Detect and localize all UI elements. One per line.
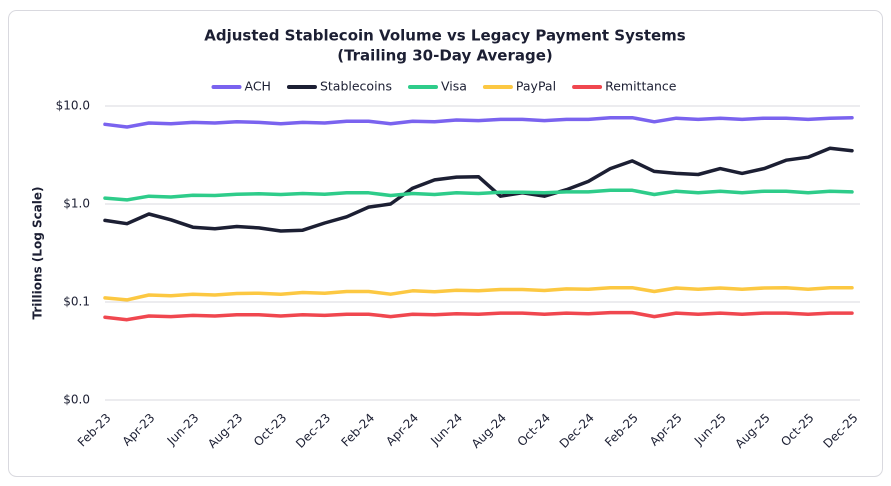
chart-subtitle: (Trailing 30-Day Average) (337, 47, 553, 65)
y-tick-label: $0.1 (63, 295, 90, 309)
series-line (103, 188, 854, 202)
card (8, 10, 883, 477)
y-tick-label: $1.0 (63, 197, 90, 211)
y-axis-label: Trillions (Log Scale) (31, 186, 45, 319)
legend-label: PayPal (516, 79, 556, 94)
series-line (103, 310, 854, 322)
legend-label: Visa (441, 79, 467, 94)
y-tick-label: $0.0 (63, 393, 90, 407)
legend-label: Remittance (605, 79, 677, 94)
y-tick-label: $10.0 (56, 99, 90, 113)
legend-label: Stablecoins (320, 79, 392, 94)
series-line (103, 285, 854, 302)
legend-label: ACH (245, 79, 271, 94)
series-line (103, 146, 854, 233)
chart-title: Adjusted Stablecoin Volume vs Legacy Pay… (204, 27, 686, 45)
series-line (103, 115, 854, 129)
